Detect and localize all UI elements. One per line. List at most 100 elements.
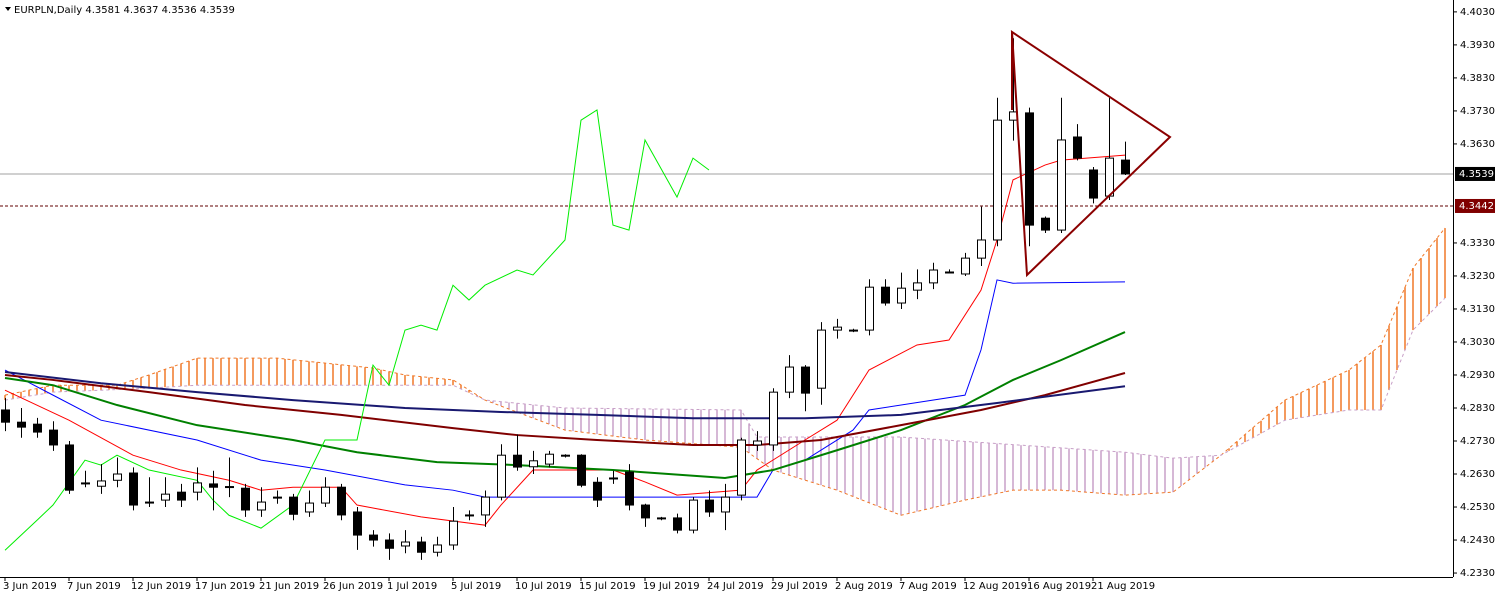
candle-body: [161, 493, 170, 501]
candle-body: [193, 482, 202, 493]
candle-body: [609, 477, 618, 480]
candle-body: [81, 482, 90, 485]
candle-body: [929, 269, 938, 284]
candle-body: [417, 541, 426, 553]
candle-body: [849, 329, 858, 332]
candle-body: [273, 496, 282, 499]
x-tick-label: 24 Jul 2019: [707, 581, 764, 592]
candle-body: [1, 409, 10, 423]
y-tick-label: 4.3830: [1460, 73, 1495, 84]
candle-body: [657, 517, 666, 520]
candle-body: [977, 239, 986, 259]
y-tick-label: 4.2830: [1460, 403, 1495, 414]
y-tick-label: 4.2630: [1460, 469, 1495, 480]
candle-body: [497, 454, 506, 498]
candle-body: [897, 287, 906, 304]
y-tick-label: 4.3230: [1460, 271, 1495, 282]
indicator-line: [4, 279, 1126, 498]
price-label-box: [1455, 166, 1495, 181]
candle-body: [49, 429, 58, 446]
candle-body: [529, 460, 538, 468]
candle-body: [545, 453, 554, 465]
y-tick-label: 4.2330: [1460, 568, 1495, 579]
candle-body: [209, 483, 218, 488]
y-tick-label: 4.3630: [1460, 139, 1495, 150]
indicator-line: [4, 154, 1126, 526]
y-tick-label: 4.2430: [1460, 535, 1495, 546]
candle-body: [241, 487, 250, 511]
x-tick-label: 2 Aug 2019: [835, 581, 893, 592]
candle-body: [369, 534, 378, 541]
candle-body: [785, 366, 794, 393]
price-label: 4.3442: [1459, 201, 1494, 212]
candle-body: [1041, 217, 1050, 231]
candle-body: [817, 329, 826, 389]
candle-body: [289, 496, 298, 515]
candle-body: [481, 496, 490, 516]
x-tick-label: 17 Jun 2019: [195, 581, 255, 592]
chart-title: EURPLN,Daily 4.3581 4.3637 4.3536 4.3539: [14, 5, 235, 16]
indicator-line: [4, 372, 1126, 446]
candle-body: [833, 326, 842, 331]
candle-body: [129, 472, 138, 506]
x-tick-label: 7 Aug 2019: [899, 581, 957, 592]
candle-body: [721, 496, 730, 513]
y-tick-label: 4.2730: [1460, 436, 1495, 447]
plot-area: [0, 38, 1453, 560]
candle-body: [881, 286, 890, 304]
x-tick-label: 21 Jun 2019: [259, 581, 319, 592]
candle-body: [513, 454, 522, 468]
candle-body: [113, 473, 122, 481]
x-tick-label: 16 Aug 2019: [1027, 581, 1091, 592]
candle-body: [961, 257, 970, 275]
candle-body: [385, 539, 394, 549]
candle-body: [673, 517, 682, 531]
x-tick-label: 12 Jun 2019: [131, 581, 191, 592]
candle-body: [769, 391, 778, 446]
candle-body: [1089, 169, 1098, 199]
candle-body: [705, 499, 714, 513]
candle-body: [689, 499, 698, 531]
y-tick-label: 4.3930: [1460, 40, 1495, 51]
title-marker: [5, 7, 11, 11]
candle-body: [465, 514, 474, 517]
candle-body: [33, 423, 42, 433]
y-tick-label: 4.2530: [1460, 502, 1495, 513]
candle-body: [17, 421, 26, 428]
candle-body: [593, 481, 602, 501]
candle-body: [401, 541, 410, 547]
triangle-drawing: [1010, 30, 1172, 278]
x-tick-label: 12 Aug 2019: [963, 581, 1027, 592]
y-tick-label: 4.4030: [1460, 7, 1495, 18]
candle-body: [1057, 139, 1066, 231]
candle-body: [1121, 159, 1130, 175]
x-tick-label: 15 Jul 2019: [579, 581, 636, 592]
candle-body: [993, 119, 1002, 241]
candle-body: [337, 486, 346, 516]
candle-body: [65, 444, 74, 491]
candle-body: [641, 504, 650, 519]
x-tick-label: 26 Jun 2019: [323, 581, 383, 592]
candle-body: [577, 454, 586, 486]
x-tick-label: 21 Aug 2019: [1091, 581, 1155, 592]
candle-body: [913, 282, 922, 291]
candle-body: [449, 520, 458, 546]
y-tick-label: 4.3730: [1460, 106, 1495, 117]
price-label: 4.3539: [1459, 169, 1494, 180]
x-tick-label: 7 Jun 2019: [67, 581, 121, 592]
candle-body: [225, 486, 234, 489]
y-tick-label: 4.3030: [1460, 337, 1495, 348]
candle-body: [433, 544, 442, 553]
x-tick-label: 10 Jul 2019: [515, 581, 572, 592]
candle-body: [561, 454, 570, 457]
x-tick-label: 29 Jul 2019: [771, 581, 828, 592]
candle-body: [1025, 112, 1034, 226]
candle-body: [1105, 157, 1114, 197]
x-tick-label: 5 Jul 2019: [451, 581, 501, 592]
price-label-box: [1455, 198, 1495, 213]
candle-body: [801, 366, 810, 394]
x-tick-label: 19 Jul 2019: [643, 581, 700, 592]
y-tick-label: 4.2930: [1460, 370, 1495, 381]
candle-body: [145, 501, 154, 504]
